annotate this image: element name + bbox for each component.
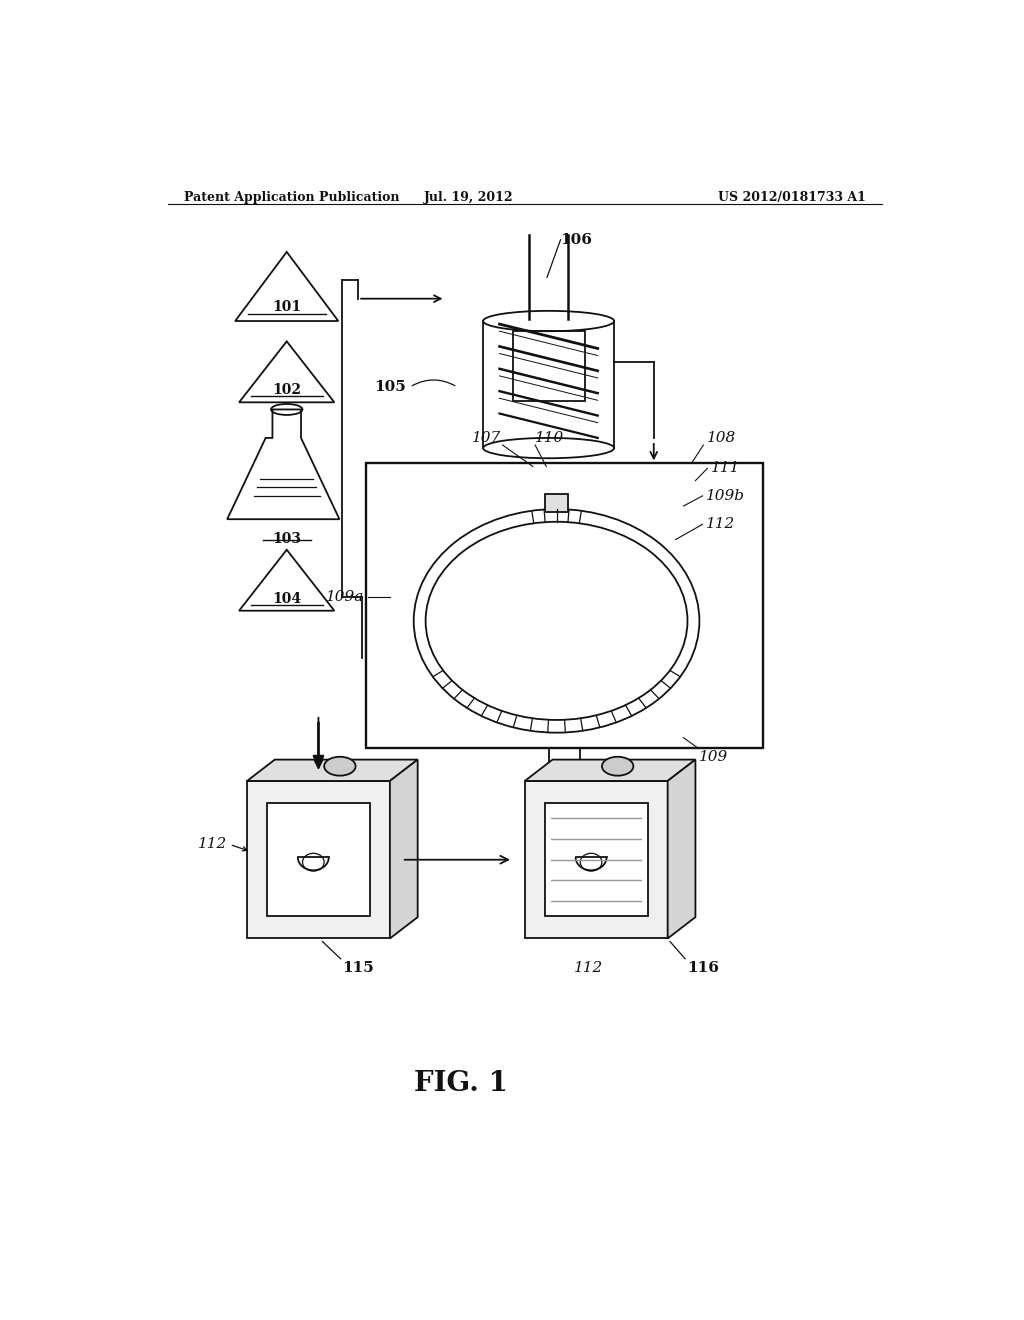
Text: Patent Application Publication: Patent Application Publication <box>183 191 399 203</box>
Text: 112: 112 <box>706 517 735 532</box>
Text: 104: 104 <box>272 591 301 606</box>
Text: FIG. 1: FIG. 1 <box>415 1069 508 1097</box>
Polygon shape <box>545 494 568 512</box>
Polygon shape <box>545 803 647 916</box>
Text: 106: 106 <box>560 232 593 247</box>
Polygon shape <box>267 803 370 916</box>
Text: 116: 116 <box>687 961 720 975</box>
Text: 108: 108 <box>708 432 736 445</box>
Polygon shape <box>668 759 695 939</box>
Text: 103: 103 <box>272 532 301 546</box>
Ellipse shape <box>602 756 634 776</box>
Polygon shape <box>524 781 668 939</box>
Polygon shape <box>247 781 390 939</box>
Text: 109a: 109a <box>326 590 365 605</box>
Text: US 2012/0181733 A1: US 2012/0181733 A1 <box>718 191 866 203</box>
Polygon shape <box>390 759 418 939</box>
Text: 110: 110 <box>536 432 564 445</box>
Text: 102: 102 <box>272 383 301 397</box>
Text: 112: 112 <box>198 837 227 851</box>
Text: 112: 112 <box>573 961 603 975</box>
Text: 105: 105 <box>374 380 406 395</box>
Text: 109: 109 <box>699 750 729 764</box>
Polygon shape <box>247 759 418 781</box>
Text: 107: 107 <box>472 432 501 445</box>
Text: 101: 101 <box>272 300 301 314</box>
Text: 109b: 109b <box>706 488 744 503</box>
Polygon shape <box>524 759 695 781</box>
Text: 111: 111 <box>712 462 740 475</box>
Text: Jul. 19, 2012: Jul. 19, 2012 <box>424 191 514 203</box>
Text: 115: 115 <box>342 961 374 975</box>
Ellipse shape <box>325 756 355 776</box>
